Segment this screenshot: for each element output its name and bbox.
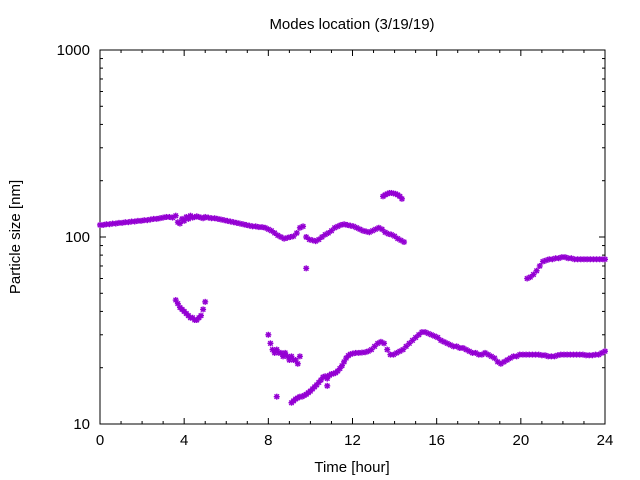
- plot-frame: [99, 49, 606, 425]
- tick-labels: 0 4 8 12 16 20 24 10 100 1000: [57, 42, 614, 449]
- y-tick-label: 1000: [57, 42, 90, 59]
- data-point: [338, 362, 345, 369]
- x-tick-label: 0: [96, 432, 104, 449]
- axis-ticks: [99, 49, 606, 425]
- data-point: [602, 256, 608, 263]
- data-point: [396, 348, 403, 355]
- data-point: [398, 195, 405, 202]
- data-point: [294, 360, 301, 367]
- y-tick-label: 100: [65, 229, 90, 246]
- data-point: [400, 346, 406, 353]
- x-axis-label: Time [hour]: [314, 459, 389, 476]
- data-point: [324, 382, 331, 389]
- y-tick-label: 10: [73, 416, 90, 433]
- chart-title: Modes location (3/19/19): [269, 16, 434, 33]
- x-tick-label: 16: [428, 432, 445, 449]
- y-axis-label: Particle size [nm]: [7, 180, 24, 294]
- data-point: [409, 337, 416, 344]
- data-point: [200, 306, 207, 313]
- data-point: [300, 223, 307, 230]
- data-point: [271, 230, 278, 237]
- data-point: [273, 346, 280, 353]
- x-tick-label: 4: [180, 432, 188, 449]
- data-point: [384, 346, 391, 353]
- data-point: [536, 262, 543, 269]
- data-point: [202, 298, 209, 305]
- data-point: [533, 267, 540, 274]
- x-tick-label: 20: [512, 432, 529, 449]
- x-tick-label: 12: [344, 432, 361, 449]
- data-point: [293, 230, 300, 237]
- data-point: [172, 212, 179, 219]
- data-points: [97, 189, 608, 406]
- data-point: [176, 220, 183, 227]
- x-tick-label: 8: [264, 432, 272, 449]
- data-point: [602, 348, 608, 355]
- data-point: [378, 226, 385, 233]
- data-point: [198, 312, 204, 319]
- data-point: [267, 340, 274, 347]
- data-point: [381, 340, 388, 347]
- data-point: [303, 234, 310, 240]
- data-point: [265, 331, 272, 338]
- data-point: [303, 265, 310, 272]
- data-point: [273, 393, 280, 400]
- data-point: [296, 353, 303, 360]
- data-point: [401, 239, 408, 246]
- x-tick-label: 24: [597, 432, 614, 449]
